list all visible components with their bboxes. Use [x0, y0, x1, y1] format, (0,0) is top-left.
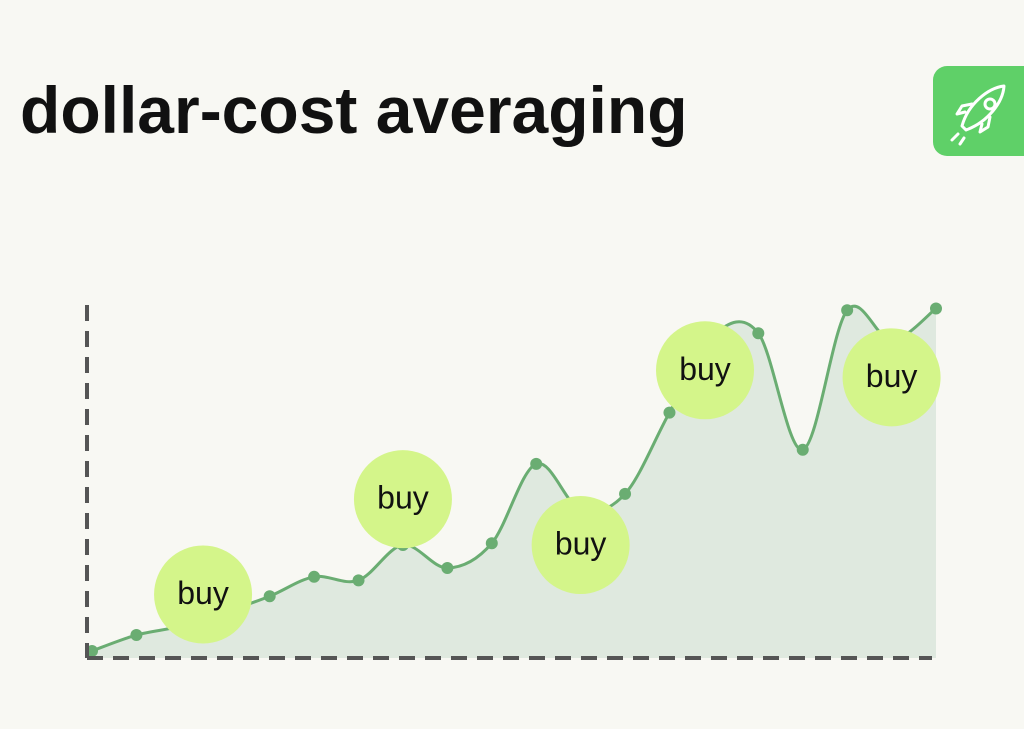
point	[263, 590, 276, 603]
rocket-icon	[933, 66, 1024, 156]
point	[352, 574, 365, 587]
point	[796, 443, 809, 456]
buy-label: buy	[679, 351, 731, 387]
point	[752, 327, 765, 340]
point	[441, 561, 454, 574]
point	[841, 304, 854, 317]
point	[485, 537, 498, 550]
buy-bubble	[531, 496, 630, 595]
buy-bubble	[656, 321, 755, 420]
buy-label: buy	[555, 525, 607, 561]
point	[663, 406, 676, 419]
buy-bubble	[842, 328, 941, 427]
buy-label: buy	[377, 480, 429, 516]
chart-title: dollar-cost averaging	[20, 73, 688, 147]
rocket	[950, 84, 1006, 146]
buy-label: buy	[866, 358, 918, 394]
annotations: buy buy buy buy buy	[154, 321, 941, 644]
point	[930, 302, 942, 315]
buy-label: buy	[177, 575, 229, 611]
buy-bubble	[353, 450, 452, 549]
buy-bubble	[154, 545, 253, 644]
icon-background	[933, 66, 1024, 156]
point	[130, 629, 143, 642]
point	[530, 457, 543, 470]
point	[308, 570, 321, 583]
point	[619, 487, 632, 500]
